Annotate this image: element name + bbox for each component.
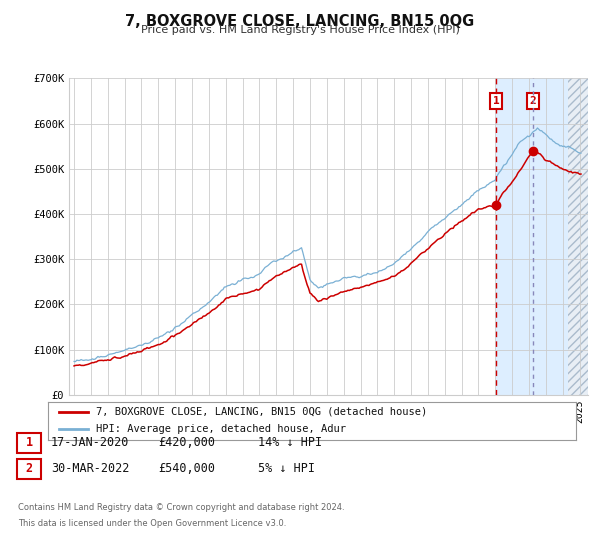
FancyBboxPatch shape xyxy=(17,433,41,453)
Text: 1: 1 xyxy=(493,96,499,106)
Text: 14% ↓ HPI: 14% ↓ HPI xyxy=(258,436,322,450)
Text: This data is licensed under the Open Government Licence v3.0.: This data is licensed under the Open Gov… xyxy=(18,519,286,528)
Text: HPI: Average price, detached house, Adur: HPI: Average price, detached house, Adur xyxy=(95,424,346,435)
Text: 2: 2 xyxy=(25,463,32,475)
Text: 5% ↓ HPI: 5% ↓ HPI xyxy=(258,463,315,475)
Bar xyxy=(568,78,588,395)
FancyBboxPatch shape xyxy=(17,459,41,479)
Text: 17-JAN-2020: 17-JAN-2020 xyxy=(51,436,130,450)
Text: £420,000: £420,000 xyxy=(158,436,215,450)
Text: 2: 2 xyxy=(530,96,536,106)
Text: 7, BOXGROVE CLOSE, LANCING, BN15 0QG (detached house): 7, BOXGROVE CLOSE, LANCING, BN15 0QG (de… xyxy=(95,407,427,417)
Text: £540,000: £540,000 xyxy=(158,463,215,475)
Text: 7, BOXGROVE CLOSE, LANCING, BN15 0QG: 7, BOXGROVE CLOSE, LANCING, BN15 0QG xyxy=(125,14,475,29)
Text: 30-MAR-2022: 30-MAR-2022 xyxy=(51,463,130,475)
Text: Price paid vs. HM Land Registry's House Price Index (HPI): Price paid vs. HM Land Registry's House … xyxy=(140,25,460,35)
Text: 1: 1 xyxy=(25,436,32,450)
Bar xyxy=(496,78,568,395)
Text: Contains HM Land Registry data © Crown copyright and database right 2024.: Contains HM Land Registry data © Crown c… xyxy=(18,503,344,512)
